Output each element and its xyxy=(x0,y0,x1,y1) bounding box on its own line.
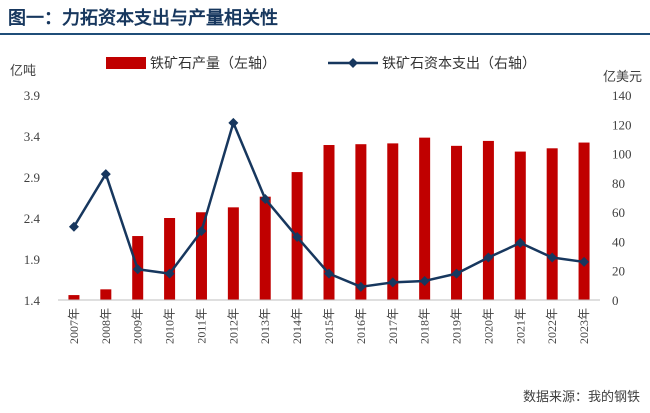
capex-point-2016年 xyxy=(355,281,366,292)
chart-title: 图一：力拓资本支出与产量相关性 xyxy=(8,8,278,29)
bar-2023年 xyxy=(578,142,590,300)
right-axis-ticks: 0 20 40 60 80 100 120 140 xyxy=(612,88,632,308)
bar-2022年 xyxy=(546,148,558,300)
capex-point-2022年 xyxy=(547,252,558,263)
right-tick-label: 100 xyxy=(612,147,632,162)
right-tick-label: 0 xyxy=(612,293,619,308)
capex-point-2015年 xyxy=(324,268,334,279)
x-tick-label: 2020年 xyxy=(481,308,495,344)
bar-2016年 xyxy=(355,144,367,300)
x-tick-label: 2019年 xyxy=(450,308,464,344)
capex-point-2018年 xyxy=(419,275,430,286)
capex-point-2012年 xyxy=(228,117,239,128)
bar-2008年 xyxy=(100,289,112,300)
bar-2015年 xyxy=(323,145,335,300)
right-tick-label: 140 xyxy=(612,88,632,103)
bar-2012年 xyxy=(227,207,239,300)
capex-point-2007年 xyxy=(68,221,79,232)
left-tick-label: 2.4 xyxy=(24,211,41,226)
bar-2013年 xyxy=(259,196,271,300)
x-axis-ticks: 2007年 2008年 2009年 2010年 2011年 2012年 2013年 2014年… xyxy=(67,308,591,344)
legend-bar-label: 铁矿石产量（左轴） xyxy=(150,56,276,72)
left-tick-label: 1.4 xyxy=(24,293,41,308)
x-tick-label: 2014年 xyxy=(290,308,304,344)
x-tick-label: 2021年 xyxy=(513,308,527,344)
left-tick-label: 2.9 xyxy=(24,170,40,185)
right-axis-unit: 亿美元 xyxy=(602,70,642,85)
legend-line-label: 铁矿石资本支出（右轴） xyxy=(382,56,536,72)
capex-point-2011年 xyxy=(196,226,207,237)
left-axis-unit: 亿吨 xyxy=(10,64,37,79)
bar-2010年 xyxy=(164,218,176,300)
bar-2018年 xyxy=(419,137,431,300)
right-tick-label: 120 xyxy=(612,117,632,132)
bar-2020年 xyxy=(482,140,494,300)
x-tick-label: 2023年 xyxy=(577,308,591,344)
right-tick-label: 80 xyxy=(612,176,625,191)
capex-point-2008年 xyxy=(100,169,111,180)
bar-2019年 xyxy=(451,145,463,300)
right-tick-label: 60 xyxy=(612,205,625,220)
capex-point-2010年 xyxy=(164,268,175,279)
title-underline xyxy=(0,33,650,35)
bar-series xyxy=(68,137,590,300)
x-tick-label: 2009年 xyxy=(131,308,145,344)
capex-point-2009年 xyxy=(132,264,143,275)
legend: 铁矿石产量（左轴） 铁矿石资本支出（右轴） xyxy=(106,56,536,72)
x-tick-label: 2013年 xyxy=(258,308,272,344)
x-tick-label: 2007年 xyxy=(67,308,81,344)
x-tick-label: 2010年 xyxy=(163,308,177,344)
x-tick-label: 2017年 xyxy=(386,308,400,344)
capex-point-2017年 xyxy=(387,277,398,288)
left-tick-label: 3.4 xyxy=(24,129,41,144)
x-tick-label: 2012年 xyxy=(226,308,240,344)
capex-point-2020年 xyxy=(483,252,494,263)
bar-2017年 xyxy=(387,143,399,300)
capex-point-2023年 xyxy=(579,256,590,267)
capex-point-2013年 xyxy=(260,193,271,204)
legend-line-marker xyxy=(348,58,358,68)
legend-bar-swatch xyxy=(106,57,146,69)
x-tick-label: 2015年 xyxy=(322,308,336,344)
x-tick-label: 2011年 xyxy=(194,308,208,344)
bar-2021年 xyxy=(514,151,526,300)
capex-point-2014年 xyxy=(292,232,303,243)
bar-2007年 xyxy=(68,295,80,300)
right-tick-label: 20 xyxy=(612,264,625,279)
left-tick-label: 1.9 xyxy=(24,252,40,267)
x-tick-label: 2018年 xyxy=(418,308,432,344)
x-tick-label: 2022年 xyxy=(545,308,559,344)
line-series xyxy=(68,117,590,292)
capex-point-2019年 xyxy=(451,268,462,279)
bar-2011年 xyxy=(195,212,207,300)
x-tick-label: 2008年 xyxy=(99,308,113,344)
left-tick-label: 3.9 xyxy=(24,88,40,103)
data-source: 数据来源：我的钢铁 xyxy=(522,390,640,405)
capex-point-2021年 xyxy=(515,237,526,248)
x-tick-label: 2016年 xyxy=(354,308,368,344)
right-tick-label: 40 xyxy=(612,234,625,249)
left-axis-ticks: 1.4 1.9 2.4 2.9 3.4 3.9 xyxy=(24,88,41,308)
